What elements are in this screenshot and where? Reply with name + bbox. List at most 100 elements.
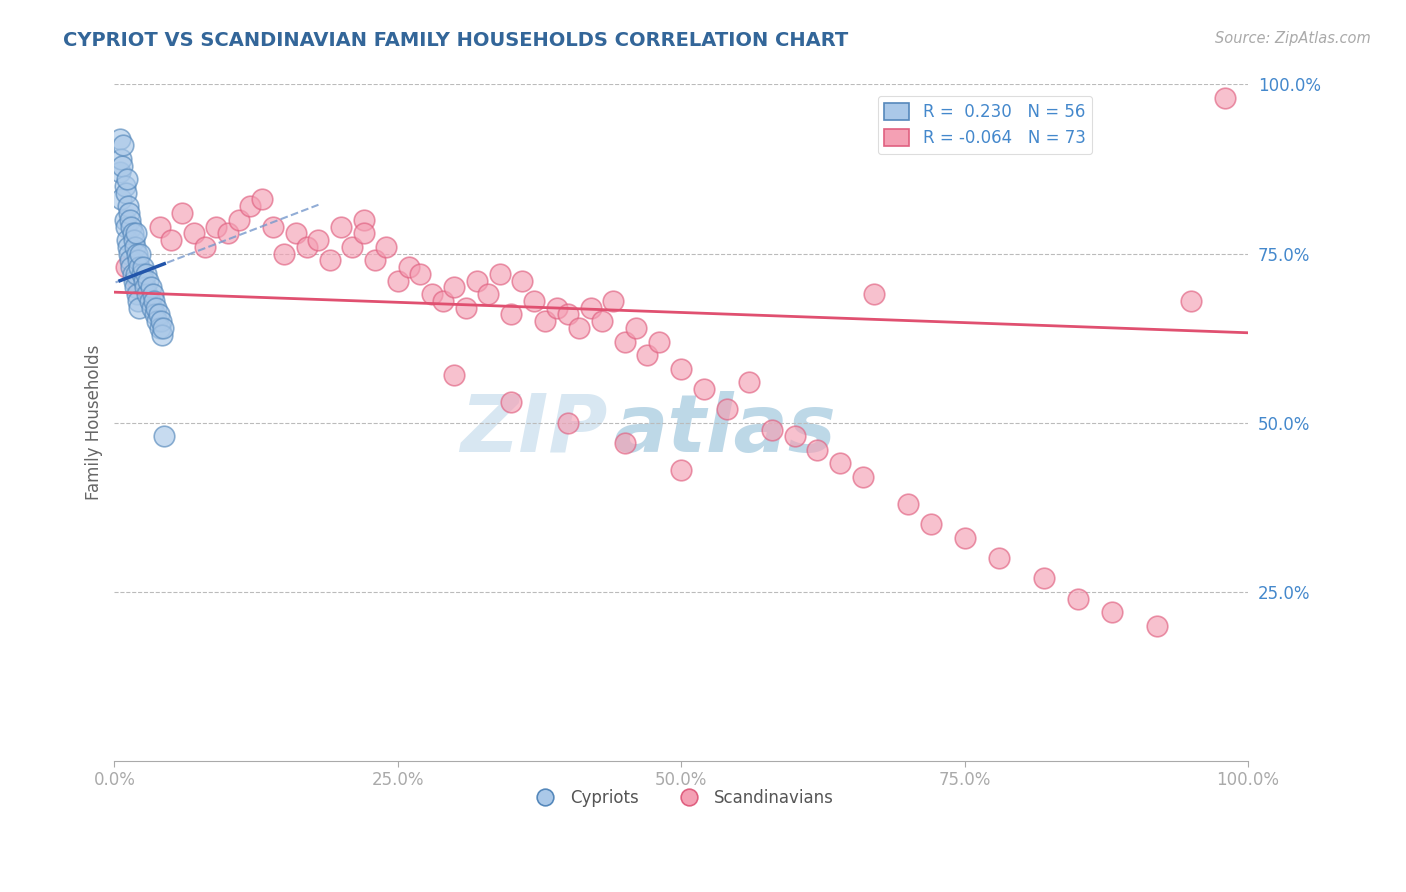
Point [477, 287, 499, 301]
Point [228, 212, 250, 227]
Point [112, 138, 135, 153]
Point [136, 287, 159, 301]
Point [153, 429, 176, 443]
Point [295, 240, 318, 254]
Point [1067, 591, 1090, 606]
Point [128, 301, 150, 315]
Point [132, 260, 155, 274]
Point [897, 497, 920, 511]
Point [172, 206, 194, 220]
Text: CYPRIOT VS SCANDINAVIAN FAMILY HOUSEHOLDS CORRELATION CHART: CYPRIOT VS SCANDINAVIAN FAMILY HOUSEHOLD… [63, 31, 848, 50]
Point [1180, 293, 1202, 308]
Point [145, 301, 167, 315]
Point [353, 227, 375, 241]
Point [128, 260, 150, 274]
Point [465, 274, 488, 288]
Point [141, 301, 163, 315]
Point [118, 246, 141, 260]
Point [143, 293, 166, 308]
Point [602, 293, 624, 308]
Point [1146, 619, 1168, 633]
Point [1213, 91, 1236, 105]
Point [647, 334, 669, 349]
Point [129, 246, 152, 260]
Point [953, 531, 976, 545]
Point [828, 456, 851, 470]
Point [579, 301, 602, 315]
Point [132, 274, 155, 288]
Point [761, 423, 783, 437]
Point [205, 219, 228, 234]
Point [135, 267, 157, 281]
Y-axis label: Family Households: Family Households [86, 345, 103, 500]
Point [115, 233, 138, 247]
Point [124, 240, 146, 254]
Point [330, 219, 353, 234]
Point [121, 227, 143, 241]
Point [409, 267, 432, 281]
Point [863, 287, 886, 301]
Point [138, 293, 160, 308]
Point [117, 199, 139, 213]
Point [139, 280, 162, 294]
Point [114, 186, 136, 200]
Point [120, 253, 142, 268]
Point [364, 253, 387, 268]
Point [239, 199, 262, 213]
Point [138, 274, 160, 288]
Point [194, 240, 217, 254]
Point [125, 267, 148, 281]
Point [149, 219, 172, 234]
Point [488, 267, 510, 281]
Point [114, 178, 136, 193]
Point [152, 321, 174, 335]
Point [122, 233, 145, 247]
Point [591, 314, 613, 328]
Point [125, 227, 148, 241]
Point [121, 267, 143, 281]
Point [636, 348, 658, 362]
Point [669, 361, 692, 376]
Point [120, 219, 142, 234]
Point [534, 314, 557, 328]
Point [387, 274, 409, 288]
Point [125, 274, 148, 288]
Text: atlas: atlas [613, 391, 837, 468]
Point [110, 152, 132, 166]
Point [501, 395, 523, 409]
Point [114, 260, 136, 274]
Point [125, 246, 148, 260]
Point [851, 470, 873, 484]
Point [127, 293, 149, 308]
Point [125, 287, 148, 301]
Point [284, 227, 307, 241]
Point [150, 327, 173, 342]
Point [806, 442, 828, 457]
Point [1032, 571, 1054, 585]
Point [523, 293, 546, 308]
Point [262, 219, 284, 234]
Point [454, 301, 477, 315]
Point [149, 314, 172, 328]
Point [217, 227, 239, 241]
Point [148, 308, 170, 322]
Point [115, 172, 138, 186]
Point [134, 280, 156, 294]
Point [120, 212, 142, 227]
Point [117, 240, 139, 254]
Point [108, 131, 131, 145]
Point [443, 368, 465, 383]
Text: ZIP: ZIP [460, 391, 607, 468]
Point [716, 402, 738, 417]
Point [110, 193, 132, 207]
Point [398, 260, 420, 274]
Point [160, 233, 183, 247]
Point [557, 416, 579, 430]
Point [319, 253, 342, 268]
Point [142, 287, 165, 301]
Legend: Cypriots, Scandinavians: Cypriots, Scandinavians [522, 782, 841, 814]
Text: Source: ZipAtlas.com: Source: ZipAtlas.com [1215, 31, 1371, 46]
Point [114, 212, 136, 227]
Point [557, 308, 579, 322]
Point [273, 246, 295, 260]
